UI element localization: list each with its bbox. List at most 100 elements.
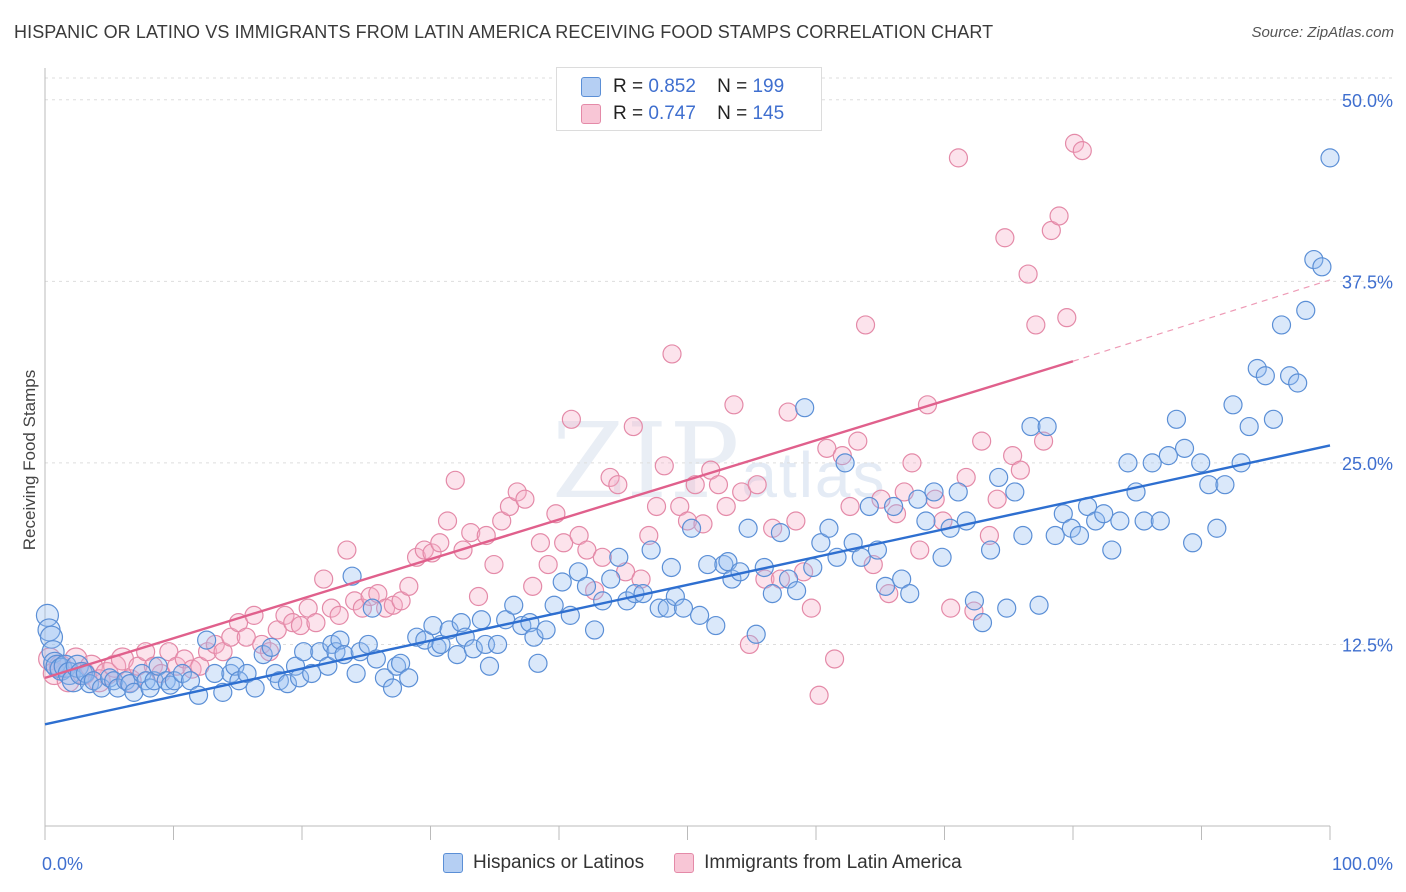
y-axis-title: Receiving Food Stamps: [20, 369, 39, 551]
point-hispanics: [124, 682, 144, 702]
point-hispanics: [1174, 438, 1195, 458]
point-immigrants: [523, 576, 543, 596]
point-immigrants: [1033, 431, 1054, 451]
point-hispanics: [1021, 416, 1041, 437]
point-hispanics: [883, 496, 904, 517]
point-hispanics: [1215, 475, 1235, 495]
point-immigrants: [414, 540, 434, 560]
point-hispanics: [916, 511, 936, 531]
point-hispanics: [1271, 315, 1292, 335]
point-hispanics: [690, 605, 710, 625]
trend-lines: [44, 279, 1331, 726]
point-immigrants: [987, 489, 1007, 509]
point-hispanics: [1037, 416, 1057, 437]
y-tick-label: 25.0%: [1342, 454, 1393, 474]
point-hispanics: [1312, 257, 1332, 277]
point-hispanics: [447, 645, 467, 665]
chart-source: Source: ZipAtlas.com: [1251, 24, 1394, 41]
point-immigrants: [352, 598, 372, 618]
point-hispanics: [698, 554, 718, 575]
point-hispanics: [956, 511, 976, 531]
tick-labels: 12.5% 25.0% 37.5% 50.0% 0.0% 100.0%: [42, 91, 1393, 874]
point-hispanics: [205, 663, 225, 684]
point-immigrants: [360, 586, 380, 607]
trend-line-immigrants: [44, 360, 1074, 679]
point-hispanics: [1239, 416, 1259, 437]
point-immigrants: [840, 496, 860, 517]
point-hispanics: [875, 576, 896, 596]
point-immigrants: [205, 634, 225, 655]
point-hispanics: [770, 523, 791, 543]
point-hispanics: [83, 671, 104, 691]
point-hispanics: [524, 627, 544, 647]
point-immigrants: [445, 470, 465, 490]
point-hispanics: [1110, 511, 1130, 531]
point-immigrants: [639, 525, 659, 546]
point-hispanics: [892, 569, 912, 589]
point-immigrants: [809, 685, 829, 705]
point-hispanics: [835, 453, 855, 473]
legend-r-label: R =: [613, 76, 644, 97]
point-hispanics: [1255, 366, 1275, 386]
point-immigrants: [1072, 141, 1092, 161]
legend-row-immigrants: R = 0.747 N = 145: [581, 103, 784, 125]
point-immigrants: [910, 540, 930, 560]
point-immigrants: [1049, 206, 1069, 226]
point-hispanics: [1061, 518, 1081, 538]
point-hispanics: [1134, 511, 1154, 531]
point-immigrants: [236, 627, 256, 647]
point-hispanics: [245, 678, 265, 698]
point-hispanics: [528, 653, 548, 673]
point-immigrants: [739, 634, 760, 655]
point-hispanics: [346, 663, 366, 684]
point-hispanics: [924, 482, 944, 502]
point-immigrants: [1010, 460, 1030, 480]
point-hispanics: [172, 663, 192, 684]
point-immigrants: [515, 489, 535, 509]
point-immigrants: [631, 569, 651, 589]
point-immigrants: [848, 431, 868, 451]
point-hispanics: [487, 634, 508, 655]
point-hispanics: [253, 645, 273, 665]
point-immigrants: [902, 453, 922, 473]
point-hispanics: [859, 496, 879, 517]
point-immigrants: [329, 605, 349, 625]
point-hispanics: [787, 581, 807, 601]
point-hispanics: [1094, 504, 1114, 524]
point-hispanics: [762, 584, 782, 604]
point-immigrants: [770, 569, 790, 589]
point-immigrants: [654, 456, 674, 476]
point-hispanics: [1183, 533, 1203, 553]
point-immigrants: [662, 344, 682, 364]
point-hispanics: [681, 518, 702, 538]
point-immigrants: [925, 489, 945, 509]
watermark-atlas: atlas: [741, 439, 887, 511]
point-immigrants: [337, 540, 357, 560]
point-immigrants: [693, 514, 713, 534]
point-hispanics: [1005, 482, 1025, 502]
point-immigrants: [732, 482, 752, 502]
legend-n-label: N =: [717, 103, 748, 124]
y-tick-label: 50.0%: [1342, 91, 1393, 111]
point-immigrants: [956, 467, 976, 488]
trend-line-immigrants-extension: [1072, 279, 1331, 362]
point-hispanics: [1045, 525, 1065, 546]
legend-r-value: 0.747: [648, 103, 696, 124]
point-immigrants: [577, 540, 597, 560]
point-immigrants: [1057, 308, 1077, 328]
legend-item-hispanics: Hispanics or Latinos: [443, 852, 644, 874]
point-hispanics: [504, 595, 524, 615]
point-immigrants: [948, 148, 969, 168]
point-hispanics: [746, 624, 766, 644]
point-hispanics: [294, 642, 314, 662]
point-hispanics: [576, 576, 597, 596]
legend-n-value: 199: [752, 76, 785, 97]
point-immigrants: [345, 591, 365, 611]
point-immigrants: [592, 547, 612, 567]
point-hispanics: [552, 572, 572, 592]
point-hispanics: [164, 671, 184, 691]
x-tick-label: 0.0%: [42, 854, 83, 874]
point-hispanics: [330, 630, 350, 650]
legend-label-hispanics: Hispanics or Latinos: [473, 852, 645, 873]
